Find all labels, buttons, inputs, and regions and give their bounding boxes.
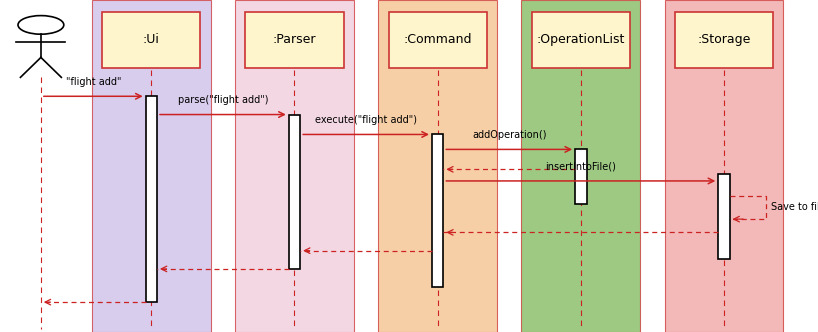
Text: :Storage: :Storage bbox=[697, 33, 751, 46]
Text: Save to file: Save to file bbox=[771, 203, 818, 212]
Bar bbox=[432, 134, 443, 287]
Bar bbox=[718, 174, 730, 259]
Text: execute("flight add"): execute("flight add") bbox=[315, 115, 417, 125]
Bar bbox=[575, 149, 587, 204]
Text: "flight add": "flight add" bbox=[65, 77, 121, 87]
Bar bbox=[532, 12, 630, 68]
Bar bbox=[675, 12, 773, 68]
Bar bbox=[289, 115, 300, 269]
Bar bbox=[389, 12, 487, 68]
Text: :Command: :Command bbox=[403, 33, 472, 46]
Text: insertIntoFile(): insertIntoFile() bbox=[546, 162, 616, 172]
Text: addOperation(): addOperation() bbox=[472, 130, 546, 140]
Text: :Parser: :Parser bbox=[272, 33, 317, 46]
Text: :Ui: :Ui bbox=[143, 33, 160, 46]
Bar bbox=[521, 0, 640, 332]
Text: :OperationList: :OperationList bbox=[537, 33, 625, 46]
Bar bbox=[102, 12, 200, 68]
Bar bbox=[664, 0, 784, 332]
Bar bbox=[146, 96, 157, 302]
Bar bbox=[379, 0, 497, 332]
Bar bbox=[245, 12, 344, 68]
Bar bbox=[92, 0, 211, 332]
Bar bbox=[236, 0, 353, 332]
Text: parse("flight add"): parse("flight add") bbox=[178, 95, 268, 105]
